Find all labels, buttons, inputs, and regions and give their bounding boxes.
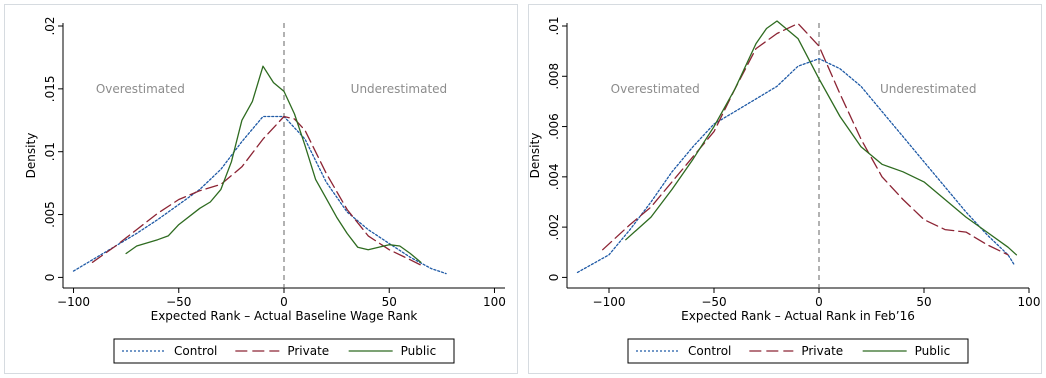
y-tick-label: 0 — [43, 274, 57, 282]
legend-label-private: Private — [287, 344, 329, 358]
x-tick-label: −100 — [57, 295, 90, 309]
x-tick-label: −50 — [701, 295, 726, 309]
series-line-private — [91, 115, 424, 267]
legend-label-control: Control — [688, 344, 731, 358]
density-chart-left: 0 .005 .01 .015 .02 −100 −50 0 50 100 Density Expec… — [24, 16, 506, 364]
annotation-overestimated: Overestimated — [96, 82, 185, 96]
legend-label-private: Private — [801, 344, 843, 358]
y-tick-label: .01 — [43, 142, 57, 161]
y-tick-label: .005 — [43, 201, 57, 228]
legend-label-public: Public — [401, 344, 437, 358]
x-tick-label: 50 — [382, 295, 397, 309]
x-tick-label: 0 — [815, 295, 823, 309]
series-line-control — [576, 58, 1015, 274]
x-axis-title: Expected Rank – Actual Baseline Wage Ran… — [151, 309, 418, 323]
legend: Control Private Public — [113, 338, 455, 364]
series-line-public — [125, 65, 422, 263]
y-axis-title: Density — [529, 133, 542, 179]
y-tick-label: .01 — [547, 16, 561, 35]
x-tick-label: −100 — [593, 295, 626, 309]
legend: Control Private Public — [627, 338, 969, 364]
density-chart-right: 0 .002 .004 .006 .008 .01 −100 −50 0 50 100 Density… — [529, 16, 1041, 364]
x-tick-label: 0 — [280, 295, 288, 309]
y-tick-label: .015 — [43, 75, 57, 102]
y-tick-label: 0 — [547, 274, 561, 282]
series-line-private — [602, 22, 1009, 256]
y-tick-label: .008 — [547, 63, 561, 90]
legend-box — [113, 338, 455, 364]
x-tick-label: 50 — [916, 295, 931, 309]
annotation-underestimated: Underestimated — [880, 82, 976, 96]
legend-label-public: Public — [915, 344, 951, 358]
x-tick-label: −50 — [166, 295, 191, 309]
y-axis-title: Density — [24, 133, 38, 179]
annotation-underestimated: Underestimated — [351, 82, 447, 96]
x-tick-label: 100 — [483, 295, 506, 309]
annotation-overestimated: Overestimated — [611, 82, 700, 96]
series-line-public — [625, 20, 1018, 256]
x-axis-title: Expected Rank – Actual Rank in Feb’16 — [681, 309, 915, 323]
legend-label-control: Control — [174, 344, 217, 358]
series-line-control — [72, 115, 447, 275]
chart-panel-right: 0 .002 .004 .006 .008 .01 −100 −50 0 50 100 Density… — [528, 4, 1042, 374]
y-tick-label: .004 — [547, 163, 561, 190]
x-tick-label: 100 — [1018, 295, 1041, 309]
chart-panel-left: 0 .005 .01 .015 .02 −100 −50 0 50 100 Density Expec… — [4, 4, 518, 374]
legend-box — [627, 338, 969, 364]
y-tick-label: .02 — [43, 16, 57, 35]
y-tick-label: .006 — [547, 113, 561, 140]
y-tick-label: .002 — [547, 214, 561, 241]
